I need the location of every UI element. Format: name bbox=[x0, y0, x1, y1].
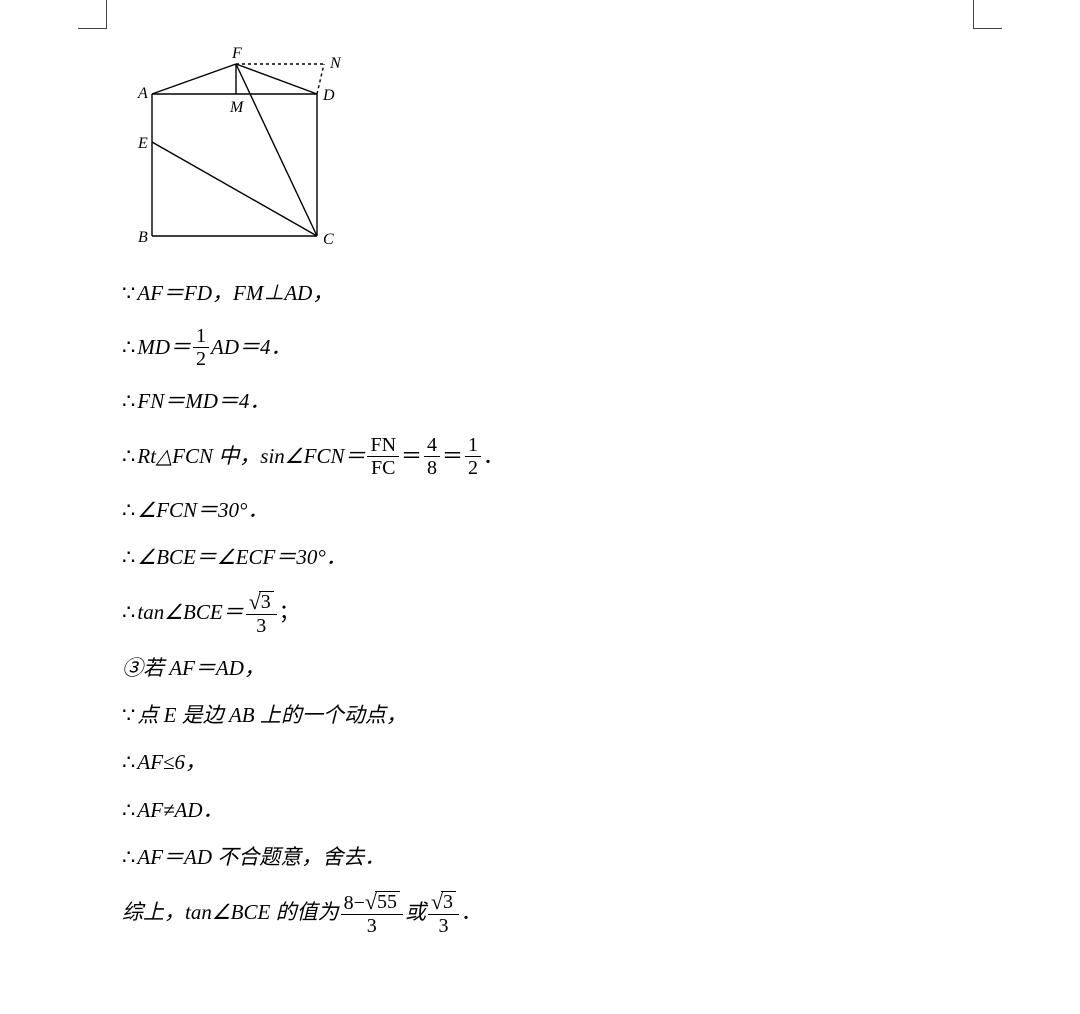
line-4: Rt△FCN 中，sin∠FCN＝ FN FC ＝ 4 8 ＝ 1 2 ． bbox=[122, 435, 942, 478]
text: ∠BCE＝∠ECF＝30°． bbox=[137, 543, 346, 572]
line-11: AF≠AD． bbox=[122, 796, 942, 825]
line-9: 点 E 是边 AB 上的一个动点， bbox=[122, 701, 942, 730]
text: 综上，tan∠BCE 的值为 bbox=[122, 898, 339, 927]
text: AF≤6， bbox=[137, 748, 206, 777]
line-1: AF＝FD，FM⊥AD， bbox=[122, 279, 942, 308]
svg-text:B: B bbox=[138, 229, 148, 246]
text: ③若 AF＝AD， bbox=[122, 654, 265, 683]
line-8: ③若 AF＝AD， bbox=[122, 654, 942, 683]
crop-mark-top-right bbox=[973, 0, 1002, 29]
fraction: 1 2 bbox=[193, 326, 209, 369]
svg-text:F: F bbox=[231, 46, 242, 62]
text: Rt△FCN 中，sin∠FCN＝ bbox=[137, 442, 365, 471]
fraction: FN FC bbox=[367, 435, 399, 478]
svg-text:M: M bbox=[229, 99, 245, 116]
line-3: FN＝MD＝4． bbox=[122, 387, 942, 416]
proof-lines: AF＝FD，FM⊥AD， MD＝ 1 2 AD＝4． FN＝MD＝4． Rt△F… bbox=[122, 279, 942, 936]
crop-mark-top-left bbox=[78, 0, 107, 29]
text: 点 E 是边 AB 上的一个动点， bbox=[137, 701, 406, 730]
line-6: ∠BCE＝∠ECF＝30°． bbox=[122, 543, 942, 572]
geometry-diagram: A B C D E F M N bbox=[122, 46, 942, 251]
fraction: 4 8 bbox=[424, 435, 440, 478]
line-10: AF≤6， bbox=[122, 748, 942, 777]
page: A B C D E F M N AF＝FD，FM⊥AD， MD＝ 1 2 AD＝4． FN＝M… bbox=[0, 0, 1080, 1014]
svg-text:N: N bbox=[329, 55, 342, 72]
text: AF＝AD 不合题意，舍去． bbox=[137, 843, 385, 872]
line-2: MD＝ 1 2 AD＝4． bbox=[122, 326, 942, 369]
text: AF≠AD． bbox=[137, 796, 223, 825]
line-13: 综上，tan∠BCE 的值为 8−√55 3 或 √3 3 ． bbox=[122, 891, 942, 936]
text: AF＝FD，FM⊥AD， bbox=[137, 279, 333, 308]
text: ∠FCN＝30°． bbox=[137, 496, 268, 525]
text: tan∠BCE＝ bbox=[137, 598, 243, 627]
fraction: √3 3 bbox=[246, 591, 277, 636]
svg-text:C: C bbox=[323, 231, 334, 246]
fraction: 1 2 bbox=[465, 435, 481, 478]
line-12: AF＝AD 不合题意，舍去． bbox=[122, 843, 942, 872]
text: AD＝4． bbox=[211, 333, 292, 362]
line-7: tan∠BCE＝ √3 3 ； bbox=[122, 591, 942, 636]
text: FN＝MD＝4． bbox=[137, 387, 270, 416]
geometry-svg: A B C D E F M N bbox=[132, 46, 348, 246]
text: MD＝ bbox=[137, 333, 191, 362]
svg-text:E: E bbox=[137, 135, 148, 152]
fraction: √3 3 bbox=[428, 891, 459, 936]
line-5: ∠FCN＝30°． bbox=[122, 496, 942, 525]
content-area: A B C D E F M N AF＝FD，FM⊥AD， MD＝ 1 2 AD＝4． FN＝M… bbox=[122, 46, 942, 954]
fraction: 8−√55 3 bbox=[341, 891, 403, 936]
svg-text:A: A bbox=[137, 85, 148, 102]
svg-text:D: D bbox=[322, 87, 335, 104]
